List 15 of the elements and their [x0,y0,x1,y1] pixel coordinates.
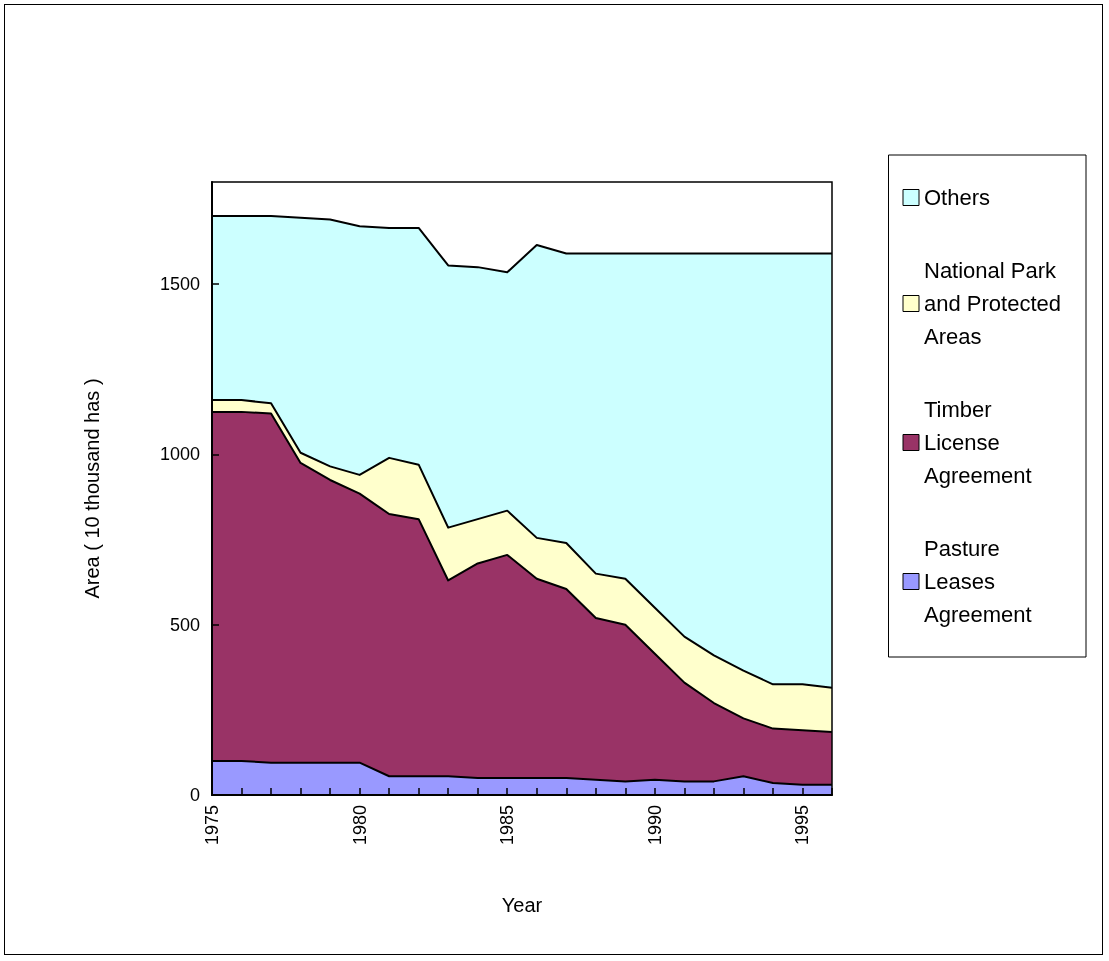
legend-label: Pasture Leases Agreement [924,536,1032,627]
y-axis-title: Area ( 10 thousand has ) [81,378,103,599]
y-tick-label: 1000 [159,444,200,465]
legend-label: Others [924,185,991,210]
x-tick-label: 1980 [349,805,370,846]
y-tick-label: 0 [189,785,200,805]
x-tick-label: 1990 [644,805,665,846]
x-tick-label: 1975 [202,805,222,846]
legend-label: Timber License Agreement [924,397,1032,488]
x-tick-label: 1985 [497,805,518,846]
x-axis-title: Year [501,894,543,916]
y-tick-label: 1500 [159,274,200,295]
y-tick-label: 500 [169,614,200,635]
x-tick-label: 1995 [792,805,813,846]
legend-label: National Park and Protected Areas [924,258,1068,349]
